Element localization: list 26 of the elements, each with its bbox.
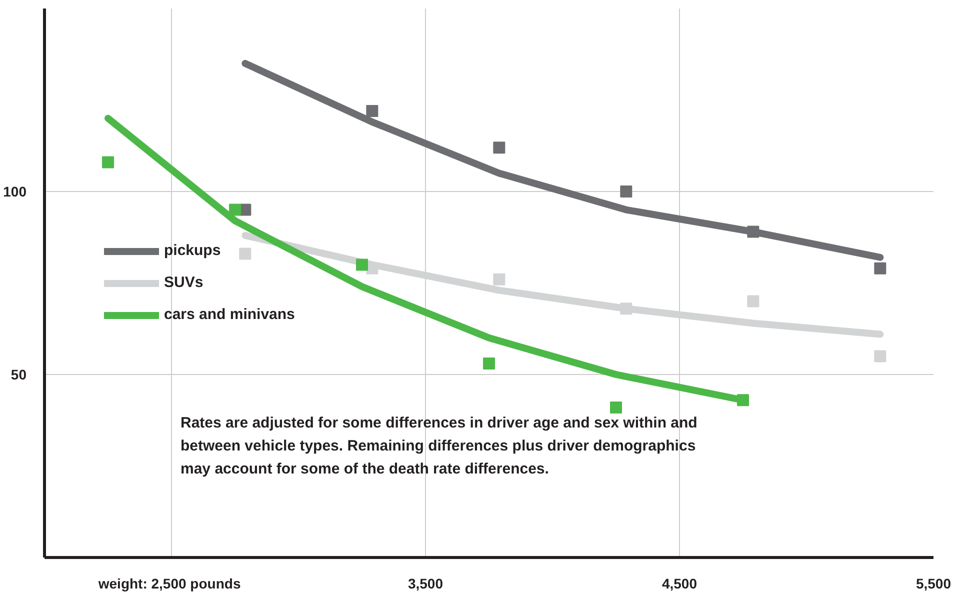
x-tick-label: 3,500	[408, 576, 444, 592]
point	[610, 401, 622, 414]
point	[620, 302, 632, 315]
point	[874, 262, 886, 274]
x-tick-label: weight: 2,500 pounds	[97, 576, 241, 592]
annotation: Rates are adjusted for some differences in driver age and sex within and between vehicle types. Remaining differences plus driver demographics may account for some of the death rate differences.	[180, 414, 698, 478]
y-tick-label: 50	[10, 366, 27, 382]
point	[737, 394, 749, 406]
point	[366, 104, 378, 117]
point	[747, 226, 760, 238]
point	[620, 186, 632, 198]
point	[239, 248, 252, 260]
point	[483, 358, 495, 370]
point	[493, 142, 506, 154]
x-tick-label: 5,500	[916, 576, 952, 592]
legend-label: cars and minivans	[164, 306, 295, 323]
legend-label: SUVs	[164, 274, 204, 291]
y-tick-label: 100	[3, 184, 27, 200]
point	[356, 258, 368, 271]
legend-label: pickups	[164, 242, 221, 259]
point	[229, 204, 241, 216]
point	[493, 273, 506, 286]
x-tick-label: 4,500	[662, 576, 698, 592]
point	[874, 350, 886, 362]
point	[102, 156, 114, 168]
point	[747, 295, 760, 308]
